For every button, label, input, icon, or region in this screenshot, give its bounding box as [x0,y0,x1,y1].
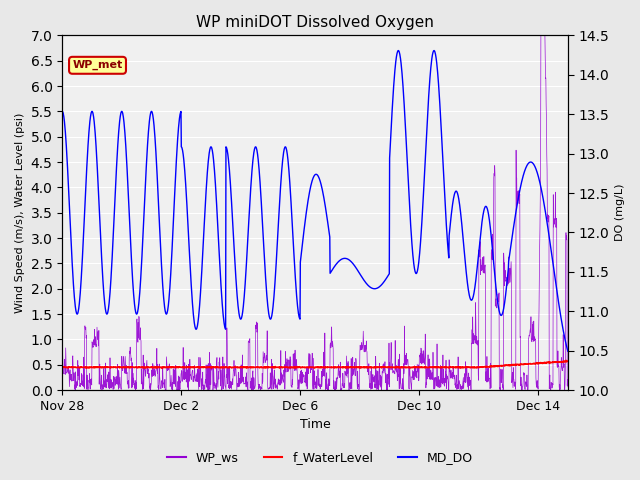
Text: WP_met: WP_met [72,60,123,71]
Title: WP miniDOT Dissolved Oxygen: WP miniDOT Dissolved Oxygen [196,15,434,30]
Y-axis label: Wind Speed (m/s), Water Level (psi): Wind Speed (m/s), Water Level (psi) [15,112,25,313]
X-axis label: Time: Time [300,419,331,432]
Y-axis label: DO (mg/L): DO (mg/L) [615,184,625,241]
Legend: WP_ws, f_WaterLevel, MD_DO: WP_ws, f_WaterLevel, MD_DO [162,446,478,469]
